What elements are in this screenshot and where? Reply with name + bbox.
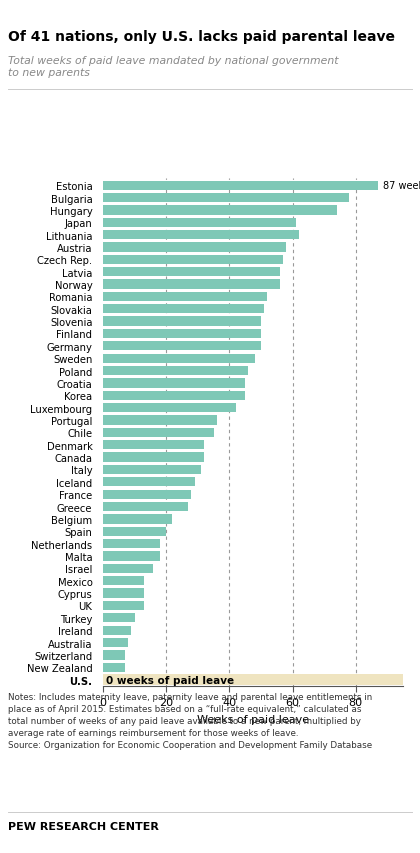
Bar — [103, 194, 349, 203]
Bar — [103, 589, 144, 598]
Bar — [103, 514, 173, 524]
Bar — [103, 280, 280, 289]
Bar — [103, 317, 261, 327]
Bar — [103, 416, 217, 425]
Bar — [103, 478, 194, 487]
Bar — [103, 206, 337, 215]
Bar — [103, 243, 286, 252]
Bar — [103, 539, 160, 548]
X-axis label: Weeks of paid leave: Weeks of paid leave — [197, 714, 309, 724]
Text: Of 41 nations, only U.S. lacks paid parental leave: Of 41 nations, only U.S. lacks paid pare… — [8, 30, 395, 44]
Bar — [103, 651, 125, 660]
Bar — [103, 428, 213, 438]
Bar — [103, 502, 188, 512]
Text: PEW RESEARCH CENTER: PEW RESEARCH CENTER — [8, 821, 159, 831]
Text: 0 weeks of paid leave: 0 weeks of paid leave — [106, 675, 234, 685]
Bar — [103, 230, 299, 240]
Text: Total weeks of paid leave mandated by national government
to new parents: Total weeks of paid leave mandated by na… — [8, 56, 339, 78]
Bar — [103, 564, 153, 573]
Text: 87 weeks of paid leave: 87 weeks of paid leave — [0, 852, 1, 853]
Bar — [103, 367, 248, 376]
Text: 87 weeks of paid leave: 87 weeks of paid leave — [383, 181, 420, 191]
Bar — [103, 268, 280, 277]
Bar — [103, 453, 204, 462]
Bar — [103, 403, 236, 413]
Bar — [103, 218, 296, 228]
Bar — [103, 552, 160, 561]
Bar — [103, 663, 125, 672]
Bar — [103, 305, 264, 314]
Bar — [103, 182, 378, 190]
Bar — [103, 255, 283, 264]
Bar — [103, 675, 403, 686]
Bar — [103, 601, 144, 611]
Bar — [103, 441, 204, 450]
Bar — [103, 354, 255, 363]
Bar — [103, 527, 166, 537]
Text: Notes: Includes maternity leave, paternity leave and parental leave entitlements: Notes: Includes maternity leave, paterni… — [8, 693, 373, 749]
Text: 87: 87 — [0, 852, 1, 853]
Bar — [103, 329, 261, 339]
Bar — [103, 379, 245, 388]
Bar — [103, 626, 131, 635]
Bar — [103, 577, 144, 586]
Bar — [103, 638, 128, 647]
Bar — [103, 466, 201, 474]
Bar — [103, 293, 267, 302]
Bar — [103, 392, 245, 400]
Bar — [103, 342, 261, 351]
Bar — [103, 490, 192, 499]
Bar — [103, 613, 134, 623]
